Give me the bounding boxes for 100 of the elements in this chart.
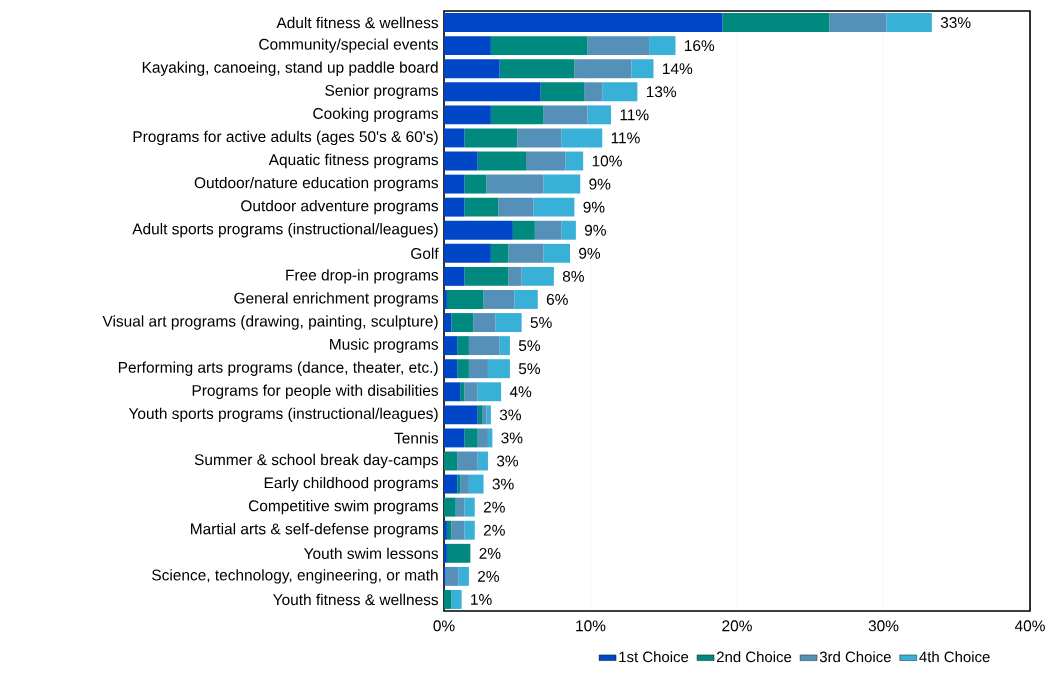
bar [498,197,534,217]
x-tick-label: 0% [433,620,455,632]
total-label: 11% [620,109,649,121]
y-tick-label: Aquatic fitness programs [268,153,439,169]
total-label: 2% [483,501,505,513]
bar [464,382,478,402]
bar [460,382,465,402]
total-label: 10% [592,155,622,167]
bar [482,405,487,425]
x-tick-label: 30% [868,620,899,632]
y-tick-label: Adult sports programs (instructional/leagues) [132,223,438,238]
bar [464,497,475,517]
bar [444,243,491,263]
bar [457,474,461,494]
bar [455,497,465,517]
y-tick-label: Early childhood programs [264,476,439,492]
total-label: 9% [579,247,601,259]
bar [444,405,478,425]
bar [458,566,469,586]
bar [508,266,522,286]
bar [483,290,515,309]
bar [444,59,500,79]
bar [587,36,650,56]
bar [444,428,465,448]
x-tick-label: 40% [1014,620,1045,632]
bar [521,266,554,286]
y-tick-label: Golf [411,247,439,259]
total-label: 3% [492,478,514,490]
bar [445,566,459,586]
y-tick-label: Science, technology, engineering, or math [152,569,438,584]
bar [457,451,478,471]
bar [543,105,588,125]
bar [444,36,491,56]
bar [444,590,452,609]
x-tick-label: 10% [576,620,606,632]
bar [444,151,478,171]
bar [468,336,500,356]
total-label: 6% [546,294,568,305]
bar [444,543,447,563]
y-tick-label: Youth fitness & wellness [273,593,439,606]
legend-label: 4th Choice [919,651,990,663]
total-label: 9% [584,224,606,236]
bar [526,151,566,171]
bar [477,405,483,425]
legend-label: 2nd Choice [717,651,792,663]
bar [446,290,484,309]
y-tick-label: Martial arts & self-defense programs [191,523,439,538]
bar [829,13,887,32]
total-label: 5% [530,317,552,328]
total-label: 2% [478,570,500,582]
bar [486,405,491,425]
bar [444,105,491,125]
total-label: 5% [518,340,541,352]
bar [446,543,471,563]
bar [477,428,488,448]
bar [486,174,544,194]
bar [512,220,535,240]
bar [444,220,513,240]
total-label: 3% [496,455,519,467]
bar [444,174,465,194]
bar [444,474,458,494]
bar [464,197,499,217]
bar [460,474,469,494]
total-label: 33% [940,17,971,29]
bar [444,313,452,332]
bar [457,359,469,379]
total-label: 5% [518,363,541,375]
bar [444,13,723,32]
y-tick-label: Adult fitness & wellness [276,16,439,29]
y-tick-label: Music programs [330,338,439,353]
bar [490,243,509,263]
y-tick-label: Youth swim lessons [303,547,439,559]
y-tick-label: Cooking programs [313,107,439,123]
bar [543,243,570,263]
y-tick-label: Outdoor/nature education programs [194,176,439,192]
legend-label: 3rd Choice [819,651,891,663]
y-tick-label: Programs for people with disabilities [192,384,439,399]
bar [886,13,932,32]
y-tick-label: Summer & school break day-camps [194,453,439,469]
bar [587,105,612,125]
total-label: 14% [663,63,693,75]
bar [540,82,585,102]
y-tick-label: Community/special events [259,38,439,53]
bar [444,82,541,102]
x-tick-label: 20% [722,620,752,632]
bar [533,197,575,217]
y-tick-label: Outdoor adventure programs [241,199,439,215]
bar [444,359,458,379]
y-tick-label: Senior programs [325,84,439,99]
legend-label: 1st Choice [619,651,689,663]
bar [464,428,478,448]
bar [631,59,654,79]
y-tick-label: Performing arts programs (dance, theater, etc.) [118,361,438,376]
bar [499,336,510,356]
bar [565,151,584,171]
bar [444,336,458,356]
bar [468,359,488,379]
y-tick-label: Tennis [394,432,439,444]
bar [444,290,447,309]
bar [602,82,638,102]
